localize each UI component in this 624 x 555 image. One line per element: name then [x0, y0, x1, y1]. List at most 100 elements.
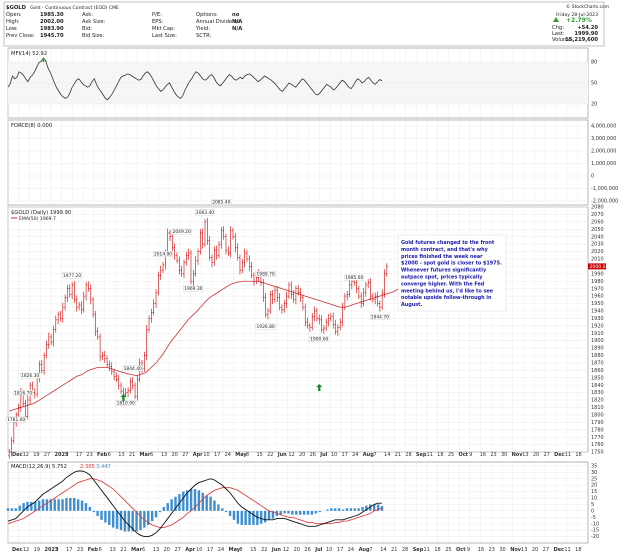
x-tick-bottom: Oct [456, 547, 466, 553]
price-bar [262, 279, 265, 303]
price-bar [271, 290, 274, 305]
x-tick-bottom: 27 [543, 547, 549, 553]
macd-histogram-bar [96, 510, 99, 516]
price-bar [231, 227, 234, 240]
price-bar [318, 314, 321, 325]
price-bar [385, 263, 388, 277]
x-tick-bottom: 17 [337, 547, 343, 553]
price-y-tick: 1840 [591, 383, 604, 389]
price-label-box [122, 365, 143, 372]
x-tick-bottom: 24 [348, 547, 354, 553]
x-tick-bottom: 12 [283, 547, 289, 553]
macd-line [7, 470, 382, 538]
quote-k2-0: Ask: [82, 12, 93, 18]
price-bar [127, 387, 130, 398]
x-tick-bottom: May [229, 547, 241, 553]
quote-v4-2: N/A [232, 26, 242, 32]
up-arrow-icon [553, 17, 559, 22]
macd-histogram-bar [65, 498, 68, 511]
x-tick-top: 16 [480, 452, 486, 458]
price-bar [243, 248, 246, 268]
quote-k1-2: Low: [6, 26, 18, 32]
price-bar [245, 250, 248, 262]
macd-histogram-bar [53, 499, 56, 511]
quote-k4-3: SCTR: [196, 33, 212, 39]
price-bar [376, 291, 379, 307]
price-bar [157, 271, 160, 296]
price-bar [45, 340, 48, 359]
macd-histogram-bar [291, 510, 294, 515]
price-bar [10, 437, 13, 457]
price-y-tick: 2010 [591, 257, 604, 263]
price-label: 2049.20 [173, 229, 191, 235]
price-label-box [20, 372, 41, 379]
price-bar [57, 311, 60, 325]
macd-histogram-bar [170, 499, 173, 511]
price-bar [371, 293, 374, 303]
price-bar [236, 243, 239, 261]
price-bar [115, 372, 118, 383]
macd-y-tick: 15 [591, 489, 597, 495]
macd-histogram-bar [100, 510, 103, 520]
x-tick-bottom: 30 [499, 547, 505, 553]
price-y-tick: 1970 [591, 286, 604, 292]
price-bar [192, 270, 195, 286]
price-bar [343, 293, 346, 311]
macd-histogram-bar [166, 503, 169, 511]
x-tick-bottom: 24 [218, 547, 224, 553]
x-tick-bottom: 25 [445, 547, 451, 553]
price-bar [381, 289, 384, 311]
price-bar [89, 284, 92, 305]
price-label-box [309, 336, 330, 343]
x-tick-bottom: Apr [185, 547, 195, 553]
macd-histogram-bar [104, 510, 107, 523]
price-bar [73, 281, 76, 303]
x-tick-top: 24 [352, 452, 358, 458]
quote-k1-1: High: [6, 19, 20, 25]
macd-histogram-bar [162, 507, 166, 511]
macd-histogram-bar [337, 508, 341, 511]
x-tick-top: Sep [416, 452, 427, 458]
price-bar [106, 355, 109, 368]
x-tick-top: 13 [161, 452, 167, 458]
price-bar [241, 258, 244, 274]
price-bar [199, 229, 202, 255]
price-bar [47, 332, 50, 349]
price-bar [33, 388, 36, 399]
macd-histogram-bar [111, 510, 115, 528]
x-tick-bottom: Mar [131, 547, 142, 553]
price-bar [290, 281, 293, 300]
price-bar [269, 290, 272, 314]
price-bar [92, 296, 95, 318]
x-tick-bottom: 21 [391, 547, 397, 553]
price-bar [71, 281, 74, 300]
price-bar [87, 281, 90, 292]
macd-y-tick: -5 [591, 515, 596, 521]
macd-y-tick: 30 [591, 470, 597, 476]
annotation-line: converge higher. With the Fed [401, 281, 485, 287]
x-tick-top: Nov [512, 452, 524, 458]
price-bar [101, 351, 104, 360]
x-tick-top: 2023 [55, 452, 69, 458]
price-label: 1816.70 [14, 390, 32, 396]
price-bar [185, 251, 188, 266]
macd-signal-label: 2.305 [80, 464, 95, 470]
quote-k3-2: Mkt Cap: [152, 26, 175, 32]
price-y-tick: 2070 [591, 212, 604, 218]
x-tick-top: 14 [384, 452, 390, 458]
macd-histogram-bar [228, 510, 232, 516]
macd-histogram-bar [240, 510, 243, 525]
price-bar [266, 307, 269, 320]
macd-histogram-bar [186, 490, 189, 511]
annotation-line: Whenever futures significantly [401, 268, 487, 274]
price-bar [201, 228, 204, 249]
annotation-line: outpace spot, prices typically [401, 275, 483, 281]
x-tick-top: 21 [395, 452, 401, 458]
green-arrow-icon [120, 394, 127, 401]
price-label: 2085.40 [212, 200, 230, 206]
macd-y-tick: 5 [591, 502, 594, 508]
macd-histogram-bar [26, 501, 29, 511]
price-y-tick: 1960 [591, 294, 604, 300]
price-bar [383, 269, 386, 298]
price-bar [325, 318, 328, 331]
